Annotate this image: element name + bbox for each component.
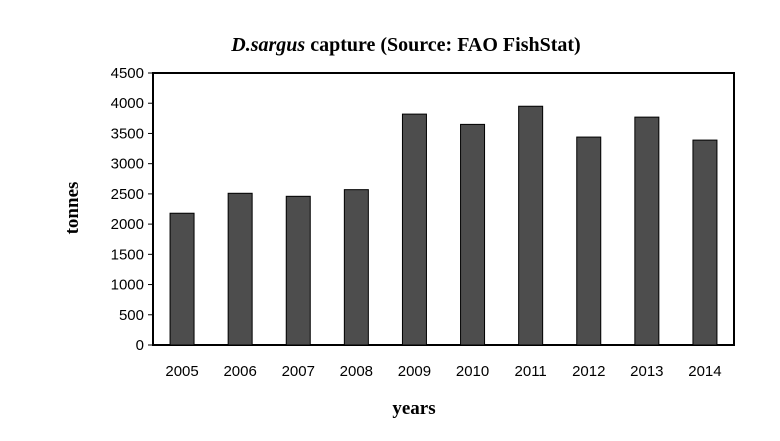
bar-2012: [576, 136, 602, 346]
x-axis-title: years: [392, 398, 435, 419]
y-axis-title: tonnes: [62, 182, 83, 235]
bar-2008: [343, 189, 369, 346]
y-tick-label: 3500: [111, 125, 144, 142]
bar-2006: [227, 192, 253, 346]
x-tick-label: 2011: [515, 363, 547, 380]
bar-2014: [692, 139, 718, 346]
bar-2005: [169, 212, 195, 346]
chart-title-species: D.sargus: [230, 34, 305, 56]
x-tick-label: 2013: [630, 363, 663, 380]
y-axis-ticks: 0 500 1000 1500 2000 2500 3000 3500 4000 4500: [111, 65, 153, 354]
x-axis-ticks: 2005 2006 2007 2008 2009 2010 2011 2012 2013 2014: [165, 363, 721, 380]
y-tick-label: 1000: [111, 277, 144, 294]
x-tick-label: 2009: [398, 363, 431, 380]
y-tick-label: 500: [119, 307, 144, 324]
bars-group: [169, 105, 718, 346]
chart-title: D.sargus capture (Source: FAO FishStat): [230, 34, 580, 56]
bar-2009: [401, 113, 427, 346]
bar-2010: [460, 123, 486, 346]
x-tick-label: 2010: [456, 363, 489, 380]
y-tick-label: 2000: [111, 216, 144, 233]
x-tick-label: 2007: [282, 363, 315, 380]
y-tick-label: 4500: [111, 65, 144, 82]
x-tick-label: 2008: [340, 363, 373, 380]
x-tick-label: 2006: [223, 363, 256, 380]
x-tick-label: 2014: [688, 363, 721, 380]
chart-title-rest: capture (Source: FAO FishStat): [305, 34, 581, 56]
x-tick-label: 2012: [572, 363, 605, 380]
y-tick-label: 0: [136, 337, 144, 354]
bar-2013: [634, 116, 660, 346]
y-tick-label: 3000: [111, 156, 144, 173]
x-tick-label: 2005: [165, 363, 198, 380]
y-tick-label: 4000: [111, 95, 144, 112]
bar-2007: [285, 195, 311, 346]
bar-2011: [518, 105, 544, 346]
y-tick-label: 2500: [111, 186, 144, 203]
y-tick-label: 1500: [111, 246, 144, 263]
